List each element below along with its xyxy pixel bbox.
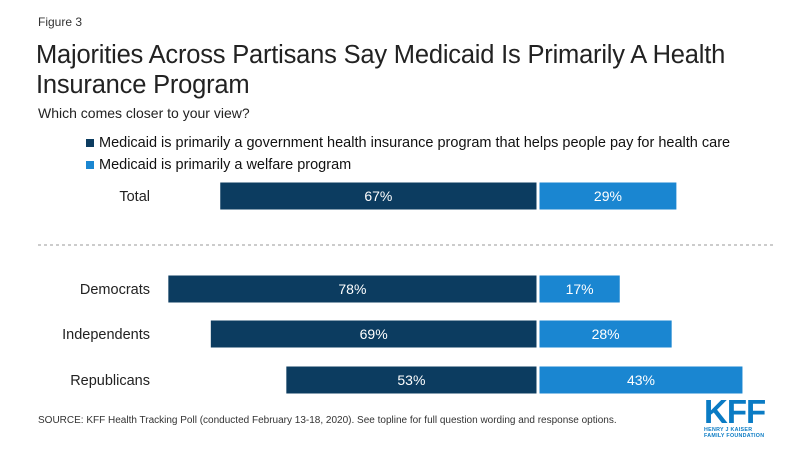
value-label-welfare-democrats: 17% <box>566 281 594 297</box>
value-label-welfare-republicans: 43% <box>627 372 655 388</box>
bar-health-insurance-republicans <box>286 366 537 394</box>
logo-mark: KFF <box>704 393 766 430</box>
category-label-republicans: Republicans <box>70 373 150 389</box>
bar-health-insurance-total <box>220 182 537 210</box>
legend-label-welfare: Medicaid is primarily a welfare program <box>99 157 352 173</box>
value-label-health-insurance-democrats: 78% <box>338 281 366 297</box>
category-label-independents: Independents <box>62 327 150 343</box>
legend-swatch-health-insurance <box>86 139 94 147</box>
category-label-total: Total <box>119 189 150 205</box>
legend-item-welfare: Medicaid is primarily a welfare program <box>86 154 730 176</box>
bar-welfare-democrats <box>539 275 620 303</box>
category-label-democrats: Democrats <box>80 282 150 298</box>
bar-welfare-independents <box>539 320 672 348</box>
value-label-welfare-independents: 28% <box>592 326 620 342</box>
bar-welfare-total <box>539 182 677 210</box>
value-label-health-insurance-independents: 69% <box>360 326 388 342</box>
source-note: SOURCE: KFF Health Tracking Poll (conduc… <box>38 415 617 426</box>
bar-health-insurance-independents <box>210 320 537 348</box>
legend: Medicaid is primarily a government healt… <box>86 132 730 176</box>
legend-item-health-insurance: Medicaid is primarily a government healt… <box>86 132 730 154</box>
legend-swatch-welfare <box>86 161 94 169</box>
figure-label: Figure 3 <box>38 15 83 29</box>
value-label-health-insurance-total: 67% <box>364 188 392 204</box>
logo-line-1: HENRY J KAISER <box>704 427 753 433</box>
value-label-welfare-total: 29% <box>594 188 622 204</box>
value-label-health-insurance-republicans: 53% <box>397 372 425 388</box>
chart-title: Majorities Across Partisans Say Medicaid… <box>36 41 726 99</box>
bar-health-insurance-democrats <box>168 275 537 303</box>
kff-logo: KFF HENRY J KAISER FAMILY FOUNDATION <box>704 393 770 439</box>
legend-label-health-insurance: Medicaid is primarily a government healt… <box>99 135 731 151</box>
logo-line-2: FAMILY FOUNDATION <box>704 433 765 439</box>
bar-welfare-republicans <box>539 366 743 394</box>
chart-subtitle: Which comes closer to your view? <box>38 105 250 121</box>
